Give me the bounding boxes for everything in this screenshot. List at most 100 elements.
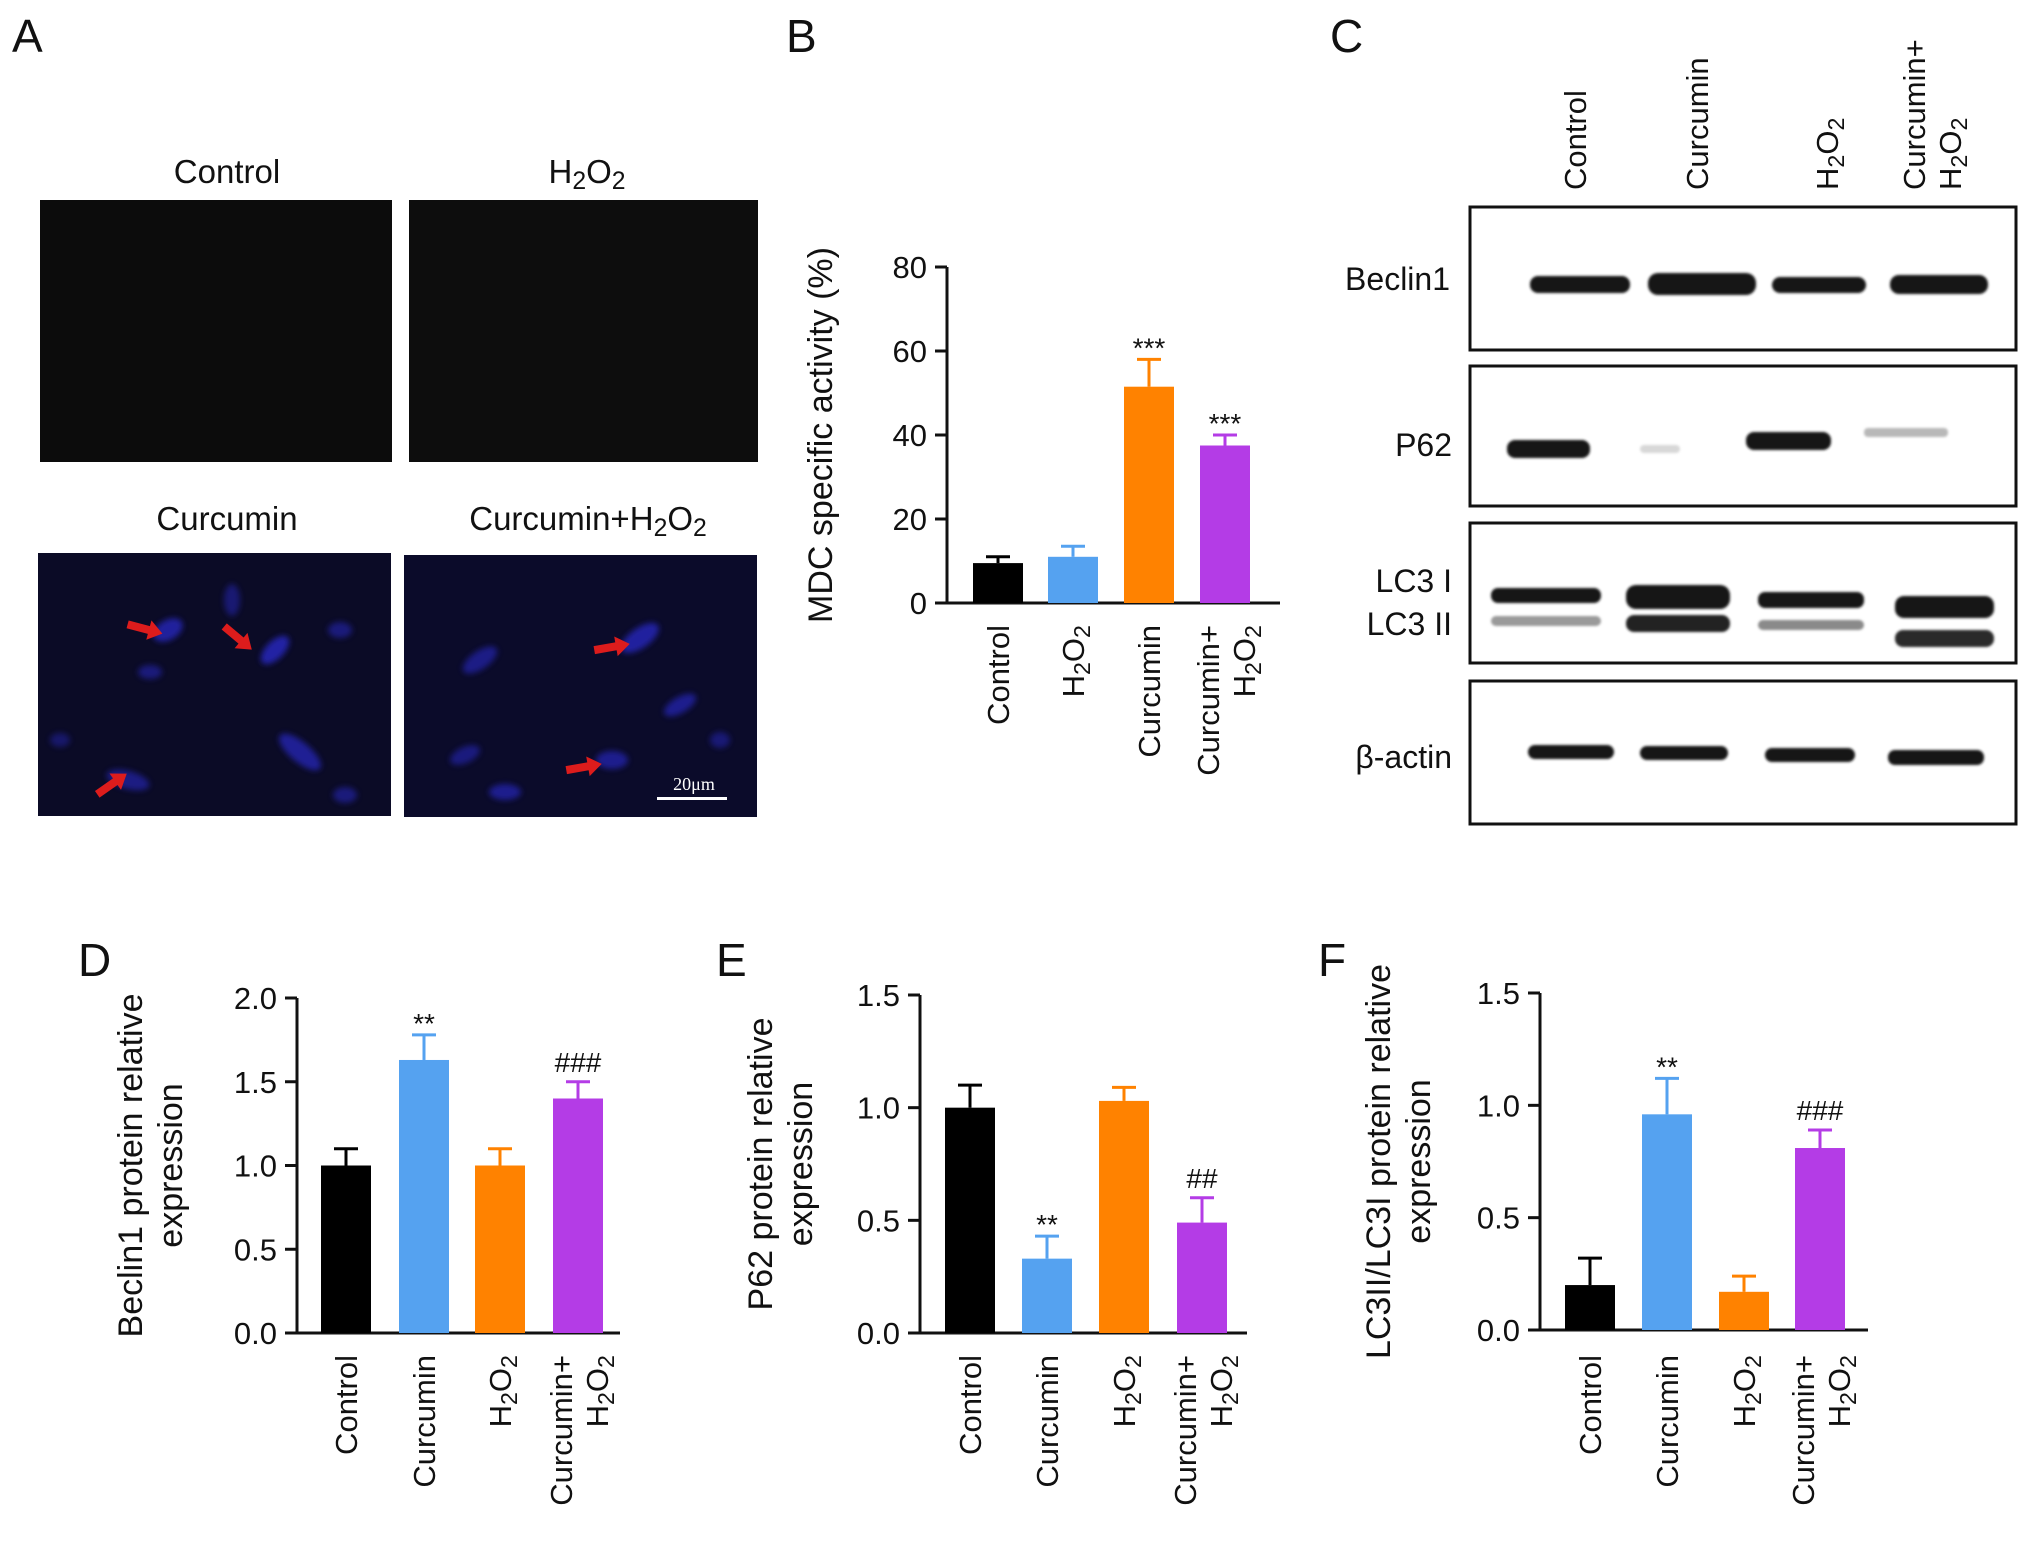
significance-label: ###: [1797, 1095, 1844, 1126]
panel-c-western-blot: Control Curcumin H2O2 Curcumin+ H2O2 Bec…: [1345, 39, 2018, 826]
y-tick-label: 0.5: [234, 1232, 277, 1267]
y-tick-label: 0.5: [857, 1203, 900, 1238]
y-tick-label: 80: [893, 250, 927, 285]
band: [1640, 746, 1728, 760]
x-tick-label: H2O2: [1107, 1355, 1146, 1427]
lane-label-curcumin-h2o2-line2: H2O2: [1933, 118, 1972, 190]
band: [1648, 273, 1756, 295]
blot-row-beta-actin: β-actin: [1355, 739, 1452, 775]
micro-title-control: Control: [174, 153, 280, 190]
panel-letter-e: E: [716, 934, 747, 986]
x-tick-label-line2: H2O2: [1822, 1355, 1861, 1427]
y-tick-label: 1.5: [234, 1065, 277, 1100]
bands-p62: [1507, 428, 1948, 458]
y-axis-label: Beclin1 protein relative: [112, 994, 150, 1338]
x-tick-label: Control: [981, 625, 1016, 725]
panel-letter-a: A: [12, 10, 43, 62]
arrows-curcumin-h2o2: [565, 636, 630, 777]
blot-row-lc3-ii: LC3 II: [1367, 606, 1452, 642]
chart-d-beclin1-expression: Beclin1 protein relative expression 0.0 0.5…: [112, 981, 620, 1506]
x-tick-label: H2O2: [1727, 1355, 1766, 1427]
lane-label-curcumin-h2o2-line1: Curcumin+: [1897, 39, 1932, 190]
micro-title-curcumin-h2o2: Curcumin+H2O2: [469, 500, 707, 542]
x-tick-label: Curcumin: [1650, 1355, 1685, 1488]
micro-image-curcumin: [38, 553, 391, 816]
bar: [973, 563, 1023, 603]
lane-label-curcumin-h2o2: Curcumin+ H2O2: [1897, 39, 1972, 190]
x-tick-label: Curcumin: [1030, 1355, 1065, 1488]
bar: [553, 1098, 603, 1333]
y-axis-label: expression: [782, 1082, 820, 1246]
x-tick-label: H2O2: [1056, 625, 1095, 697]
y-tick-label: 1.0: [1477, 1088, 1520, 1123]
x-tick-label-line2: H2O2: [1227, 625, 1266, 697]
blot-row-p62: P62: [1395, 427, 1452, 463]
band: [1507, 440, 1590, 458]
bar: [475, 1165, 525, 1333]
y-axis-label: LC3II/LC3I protein relative: [1360, 964, 1398, 1359]
y-tick-label: 0.0: [234, 1316, 277, 1351]
micro-title-h2o2: H2O2: [548, 153, 625, 195]
bands-lc3: [1491, 585, 1994, 647]
band: [1765, 748, 1855, 762]
band: [1895, 630, 1994, 647]
band: [1895, 596, 1994, 618]
bands-beclin1: [1530, 273, 1988, 295]
band: [1772, 277, 1866, 293]
band: [1626, 585, 1730, 609]
bar: [321, 1165, 371, 1333]
bar: [1124, 386, 1174, 603]
band: [1491, 588, 1601, 603]
red-arrow-icon: [94, 773, 127, 798]
band: [1528, 745, 1614, 759]
band: [1758, 620, 1864, 630]
x-tick-label-line2: H2O2: [580, 1355, 619, 1427]
band: [1530, 276, 1630, 293]
chart-e-p62-expression: P62 protein relative expression 0.0 0.5 1.0 1…: [742, 978, 1247, 1506]
panel-letter-d: D: [78, 934, 111, 986]
band: [1890, 275, 1988, 294]
fluorescence-curcumin-h2o2: [450, 622, 730, 800]
y-tick-label: 1.0: [234, 1149, 277, 1184]
x-tick-label: Control: [329, 1355, 364, 1455]
bar: [1177, 1222, 1227, 1333]
y-axis-label: expression: [152, 1083, 190, 1247]
bar: [1200, 445, 1250, 603]
chart-f-lc3-ratio: LC3II/LC3I protein relative expression 0.0…: [1360, 964, 1868, 1506]
micro-image-h2o2: [409, 200, 758, 462]
x-tick-label: H2O2: [483, 1355, 522, 1427]
significance-label: **: [413, 1008, 435, 1039]
arrows-curcumin: [94, 620, 252, 798]
x-tick-label: Control: [953, 1355, 988, 1455]
lane-label-control: Control: [1558, 90, 1593, 190]
blot-row-lc3-i: LC3 I: [1376, 563, 1452, 599]
y-axis-label: MDC specific activity (%): [802, 247, 840, 623]
micro-image-curcumin-h2o2: [404, 555, 757, 817]
significance-label: ###: [555, 1047, 602, 1078]
significance-label: **: [1036, 1209, 1058, 1240]
bar: [399, 1059, 449, 1333]
y-tick-label: 0.0: [1477, 1313, 1520, 1348]
red-arrow-icon: [565, 756, 602, 777]
y-tick-label: 0.0: [857, 1316, 900, 1351]
scale-bar: [657, 797, 727, 800]
band: [1758, 592, 1864, 608]
x-tick-label: Curcumin+: [544, 1355, 579, 1506]
panel-letter-f: F: [1318, 934, 1346, 986]
bar: [1099, 1100, 1149, 1333]
y-axis-label: P62 protein relative: [742, 1018, 780, 1311]
bar: [1565, 1285, 1615, 1330]
micro-title-curcumin: Curcumin: [156, 500, 297, 537]
micro-image-control: [40, 200, 392, 462]
x-tick-label: Control: [1573, 1355, 1608, 1455]
x-tick-label: Curcumin: [1132, 625, 1167, 758]
bar: [1795, 1148, 1845, 1330]
bar: [945, 1107, 995, 1333]
y-tick-label: 20: [893, 502, 927, 537]
scale-bar-label: 20μm: [673, 774, 715, 794]
chart-b-mdc-activity: MDC specific activity (%) 0 20 40 60 80 Contro…: [802, 247, 1280, 776]
x-tick-label: Curcumin+: [1168, 1355, 1203, 1506]
significance-label: ***: [1133, 332, 1166, 363]
y-tick-label: 1.5: [857, 978, 900, 1013]
